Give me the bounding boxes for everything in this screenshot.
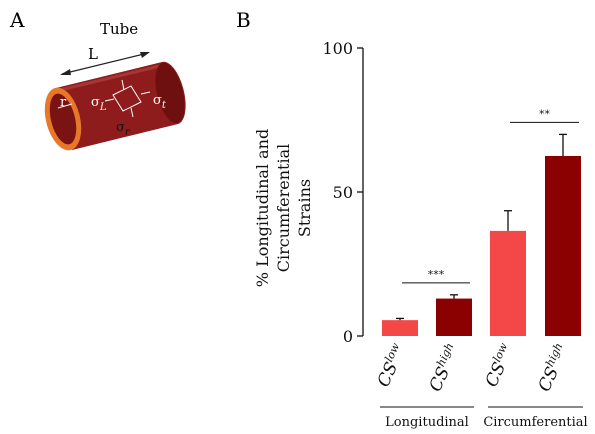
tube-title: Tube	[100, 20, 138, 38]
group-label-circumferential: Circumferential	[483, 415, 587, 430]
y-axis-label-line: Circumferential	[274, 144, 293, 272]
panel-b-letter: B	[236, 8, 251, 32]
group-label-longitudinal: Longitudinal	[385, 415, 469, 430]
sigma-longitudinal-symbol: σL	[91, 95, 107, 113]
length-label: L	[88, 45, 98, 63]
y-tick-label: 0	[343, 327, 353, 346]
bar-longitudinal-low	[382, 320, 418, 336]
y-axis-label: % Longitudinal and Circumferential Strains	[253, 129, 314, 287]
sigma-tangential-symbol: σt	[153, 93, 167, 111]
y-axis-label-line: Strains	[295, 179, 314, 237]
bar-chart: 0 50 100 CSlow CShigh CSlow CShigh Longitudinal…	[322, 39, 587, 430]
length-arrow-right-head	[140, 52, 150, 58]
y-axis-label-line: % Longitudinal and	[253, 129, 272, 287]
y-tick-label: 50	[333, 183, 353, 202]
bar-circumferential-high	[545, 156, 581, 336]
tube-lumen	[49, 93, 77, 145]
significance-stars: **	[539, 107, 551, 120]
bar-circumferential-low	[490, 230, 526, 336]
category-label: CShigh	[424, 341, 465, 395]
y-tick-label: 100	[322, 39, 353, 58]
sigma-radial-symbol: σr	[116, 120, 131, 138]
radius-marker	[57, 103, 73, 109]
bar-longitudinal-high	[436, 298, 472, 336]
length-arrow-left-head	[60, 69, 71, 75]
category-label: CSlow	[372, 340, 411, 390]
category-label: CShigh	[533, 341, 574, 395]
tube-highlight	[59, 64, 161, 92]
significance-stars: ***	[428, 268, 445, 281]
radius-label: r	[60, 95, 67, 110]
tube-far-end	[155, 62, 185, 124]
length-arrow-line	[61, 52, 149, 75]
panel-a-letter: A	[9, 8, 25, 32]
stress-element	[104, 79, 151, 118]
tube-illustration: L r σL σt σr	[44, 45, 186, 151]
category-label: CSlow	[480, 340, 519, 390]
